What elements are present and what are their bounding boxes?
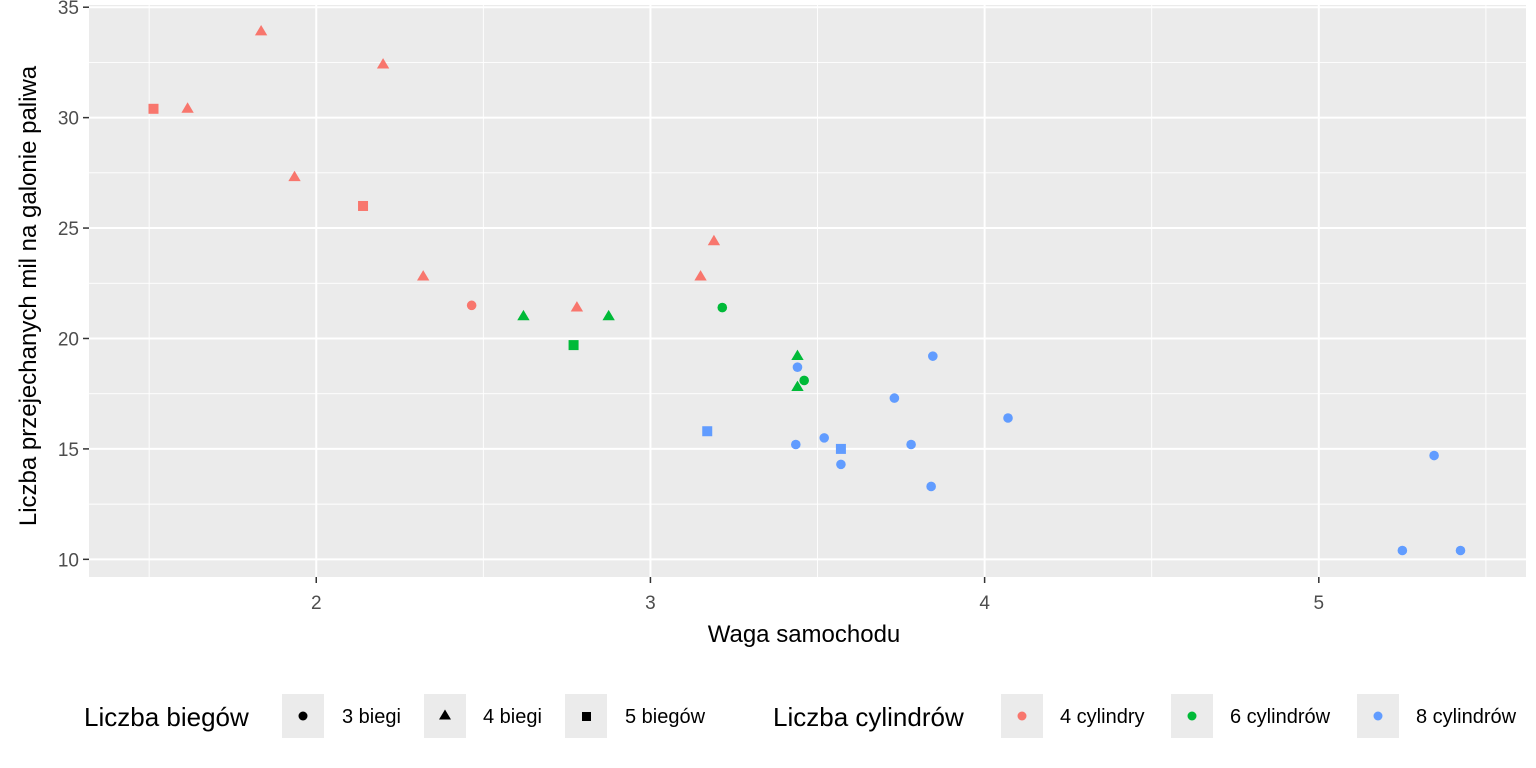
point-square (148, 103, 159, 114)
point-square (835, 443, 846, 454)
x-tick-label: 4 (979, 593, 990, 614)
x-axis-ticks: 2 3 4 5 (311, 577, 1324, 614)
minor-gridlines (89, 5, 1526, 577)
legend-circle-icon (298, 711, 308, 721)
plot-panel (89, 5, 1526, 577)
x-tick-label: 2 (311, 593, 322, 614)
point-circle (1003, 413, 1013, 423)
legend-label-5-gears: 5 biegów (625, 706, 706, 728)
point-circle (889, 393, 900, 403)
legend-color-8-cyl-icon (1373, 711, 1383, 721)
legend-label-4-gears: 4 biegi (483, 706, 542, 728)
y-tick-label: 30 (58, 109, 79, 130)
point-triangle (694, 270, 707, 281)
legend-label-4-cyl: 4 cylindry (1060, 706, 1144, 728)
legend-color-4-cyl-icon (1017, 711, 1027, 721)
x-tick-label: 3 (645, 593, 656, 614)
legend-color-6-cyl-icon (1187, 711, 1197, 721)
point-circle (1397, 545, 1408, 556)
legend-label-6-cyl: 6 cylindrów (1230, 706, 1331, 728)
legend-cylinders: Liczba cylindrów 4 cylindry 6 cylindrów … (773, 694, 1517, 738)
point-circle (1429, 450, 1439, 461)
point-circle (1455, 545, 1466, 556)
x-axis-title: Waga samochodu (708, 621, 901, 648)
point-circle (799, 375, 809, 386)
legend-label-8-cyl: 8 cylindrów (1416, 706, 1517, 728)
y-tick-label: 15 (58, 440, 79, 461)
point-triangle (517, 309, 530, 321)
point-triangle (288, 170, 301, 182)
legend-label-3-gears: 3 biegi (342, 706, 401, 728)
point-triangle (417, 270, 430, 281)
point-square (568, 340, 579, 351)
point-circle (791, 439, 801, 450)
point-circle (792, 362, 803, 372)
point-triangle (570, 301, 584, 312)
legend-cylinders-title: Liczba cylindrów (773, 702, 964, 732)
point-circle (928, 351, 938, 361)
legend-gears: Liczba biegów 3 biegi 4 biegi 5 biegów (84, 694, 706, 738)
y-tick-label: 10 (58, 550, 79, 571)
point-circle (466, 300, 477, 311)
y-axis-ticks: 10 15 20 25 30 35 (58, 0, 89, 571)
point-triangle (791, 380, 804, 391)
point-triangle (254, 25, 268, 36)
point-circle (926, 481, 936, 492)
point-triangle (181, 102, 194, 113)
legend-triangle-icon (439, 709, 451, 720)
y-tick-label: 20 (58, 329, 79, 350)
point-triangle (602, 309, 615, 321)
point-circle (836, 459, 846, 470)
y-tick-label: 35 (58, 0, 79, 19)
point-circle (819, 433, 830, 443)
point-circle (906, 439, 916, 450)
point-triangle (707, 234, 721, 246)
y-tick-label: 25 (58, 219, 79, 240)
legend-square-icon (582, 712, 591, 721)
point-triangle (791, 349, 804, 361)
point-circle (717, 302, 728, 313)
point-square (702, 426, 713, 437)
data-points (148, 25, 1466, 556)
legend-gears-title: Liczba biegów (84, 702, 249, 732)
major-gridlines (89, 5, 1526, 577)
y-axis-title: Liczba przejechanych mil na galonie pali… (15, 65, 42, 526)
x-tick-label: 5 (1314, 593, 1325, 614)
point-triangle (376, 58, 390, 69)
point-square (358, 200, 369, 211)
